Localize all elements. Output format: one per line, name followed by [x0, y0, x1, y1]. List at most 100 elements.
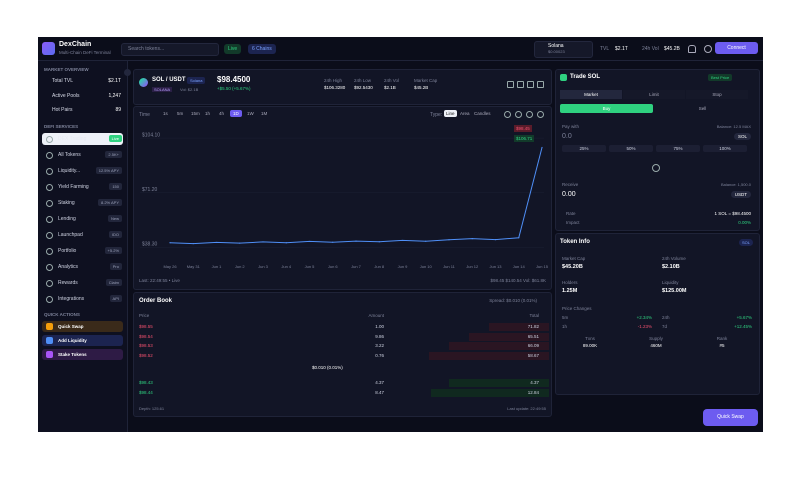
connect-button[interactable]: Connect	[715, 42, 758, 54]
x-tick-label: May 31	[187, 264, 201, 269]
chart-type-button[interactable]: Area	[460, 111, 470, 116]
order-cell: 0.76	[375, 352, 384, 358]
x-tick-label: Jun 4	[281, 264, 292, 269]
service-icon	[46, 280, 53, 287]
token-info-title: Token Info	[560, 239, 590, 245]
logo	[42, 42, 55, 55]
interval-button[interactable]: 5m	[177, 111, 184, 116]
column-header: Price	[139, 313, 150, 318]
price-point	[355, 240, 357, 242]
impact-label: Impact	[566, 220, 580, 225]
order-cell: 8.47	[375, 390, 384, 395]
pair-network: SOLANA	[152, 87, 173, 92]
action-label: Add Liquidity	[58, 338, 87, 343]
service-label: Launchpad	[58, 232, 83, 238]
price-point	[425, 240, 427, 242]
service-badge: 8.2% APY	[97, 199, 122, 206]
service-item[interactable]	[42, 133, 123, 145]
token-stat-value: 1.25M	[562, 288, 578, 294]
best-price-badge: Best Price	[708, 74, 733, 81]
order-type-tab[interactable]: Limit	[623, 90, 685, 99]
bell-icon[interactable]	[688, 45, 696, 53]
chart-tool-icon[interactable]	[504, 111, 511, 118]
info-value: 89.00K	[582, 343, 598, 348]
info-value: #5	[719, 343, 725, 348]
chart-tool-icon[interactable]	[515, 111, 522, 118]
chart-tool-icon[interactable]	[537, 111, 544, 118]
chart-type-button[interactable]: Line	[444, 110, 457, 117]
receive-token[interactable]: USDT	[730, 191, 751, 198]
sell-button[interactable]: Sell	[698, 106, 707, 111]
x-tick-label: Jun 6	[328, 264, 339, 269]
quick-action[interactable]	[42, 321, 123, 332]
trade-panel: Trade SOL Best Price Market Limit Stop Buy Sel…	[555, 69, 760, 231]
pair-action-icon[interactable]	[517, 81, 524, 88]
service-icon	[46, 184, 53, 191]
service-label: Liquidity...	[58, 168, 81, 174]
token-stat-label: 24h Volume	[662, 256, 686, 261]
pay-balance: Balance: 12.5 MAX	[716, 124, 751, 129]
percent-button[interactable]: 100%	[703, 145, 747, 152]
x-tick-label: Jun 12	[466, 264, 479, 269]
chains-badge[interactable]: 6 Chains	[248, 44, 276, 54]
order-cell: 1.00	[375, 324, 384, 329]
impact: 0.00%	[738, 220, 751, 225]
volume: $45.2B	[664, 46, 680, 52]
pair-change: +$5.50 (+5.67%)	[217, 86, 251, 91]
quick-action[interactable]	[42, 349, 123, 360]
percent-button[interactable]: 25%	[562, 145, 606, 152]
buy-button[interactable]: Buy	[560, 104, 653, 113]
service-icon	[46, 152, 53, 159]
percent-button[interactable]: 50%	[609, 145, 653, 152]
order-cell: 3.22	[375, 343, 384, 348]
pay-token[interactable]: SOL	[733, 133, 751, 140]
pair-action-icon[interactable]	[537, 81, 544, 88]
settings-icon[interactable]	[704, 45, 712, 53]
pair-action-icon[interactable]	[507, 81, 514, 88]
search[interactable]: Search tokens...	[121, 43, 219, 56]
overview-value: 89	[115, 107, 121, 113]
network-pill[interactable]	[534, 41, 593, 58]
depth: Depth: 125.61	[139, 406, 165, 411]
service-label: Yield Farming	[58, 184, 89, 190]
tagline: Multi-Chain DeFi Terminal	[59, 50, 111, 55]
interval-button[interactable]: 1W	[247, 111, 254, 116]
chart-tool-icon[interactable]	[526, 111, 533, 118]
high-price-tag: $106.71	[514, 135, 535, 142]
percent-button[interactable]: 75%	[656, 145, 700, 152]
section-title: QUICK ACTIONS	[44, 312, 80, 317]
service-icon	[46, 168, 53, 175]
order-book-title: Order Book	[139, 298, 173, 304]
service-label: All Tokens	[58, 152, 81, 158]
quick-action[interactable]	[42, 335, 123, 346]
interval-button[interactable]: 1s	[163, 111, 168, 116]
price-point	[494, 239, 497, 241]
change-label: 5m	[562, 315, 569, 320]
interval-button[interactable]: 1h	[205, 111, 211, 116]
info-label: Txns	[585, 336, 595, 341]
interval-button[interactable]: 4h	[219, 111, 225, 116]
price-point	[262, 241, 264, 243]
y-tick-label: $38.30	[142, 242, 158, 248]
pair-action-icon[interactable]	[527, 81, 534, 88]
service-icon	[46, 296, 53, 303]
collapse-button[interactable]	[124, 69, 131, 76]
service-badge: Live	[108, 135, 122, 142]
interval-button[interactable]: 1M	[261, 111, 268, 116]
order-type-tab[interactable]: Stop	[686, 90, 748, 99]
service-badge: API	[109, 295, 122, 302]
last-update: Last update: 22:49:55	[507, 406, 546, 411]
chart-type-button[interactable]: Candles	[474, 111, 491, 116]
order-type-tab[interactable]: Market	[560, 90, 622, 99]
interval-button[interactable]: 15m	[191, 111, 200, 116]
order-price: $98.52	[139, 352, 153, 358]
pair-vol: Vol: $2.1B	[180, 87, 199, 92]
overview-label: Hot Pairs	[52, 107, 73, 113]
last-price-tag: $98.45	[514, 125, 532, 132]
quick-swap-button[interactable]: Quick Swap	[703, 409, 758, 426]
receive-amount: 0.00	[562, 191, 576, 198]
depth-bar	[489, 323, 549, 331]
interval-button[interactable]: 1D	[230, 110, 242, 117]
swap-direction[interactable]	[652, 164, 660, 172]
x-tick-label: Jun 11	[443, 264, 455, 269]
